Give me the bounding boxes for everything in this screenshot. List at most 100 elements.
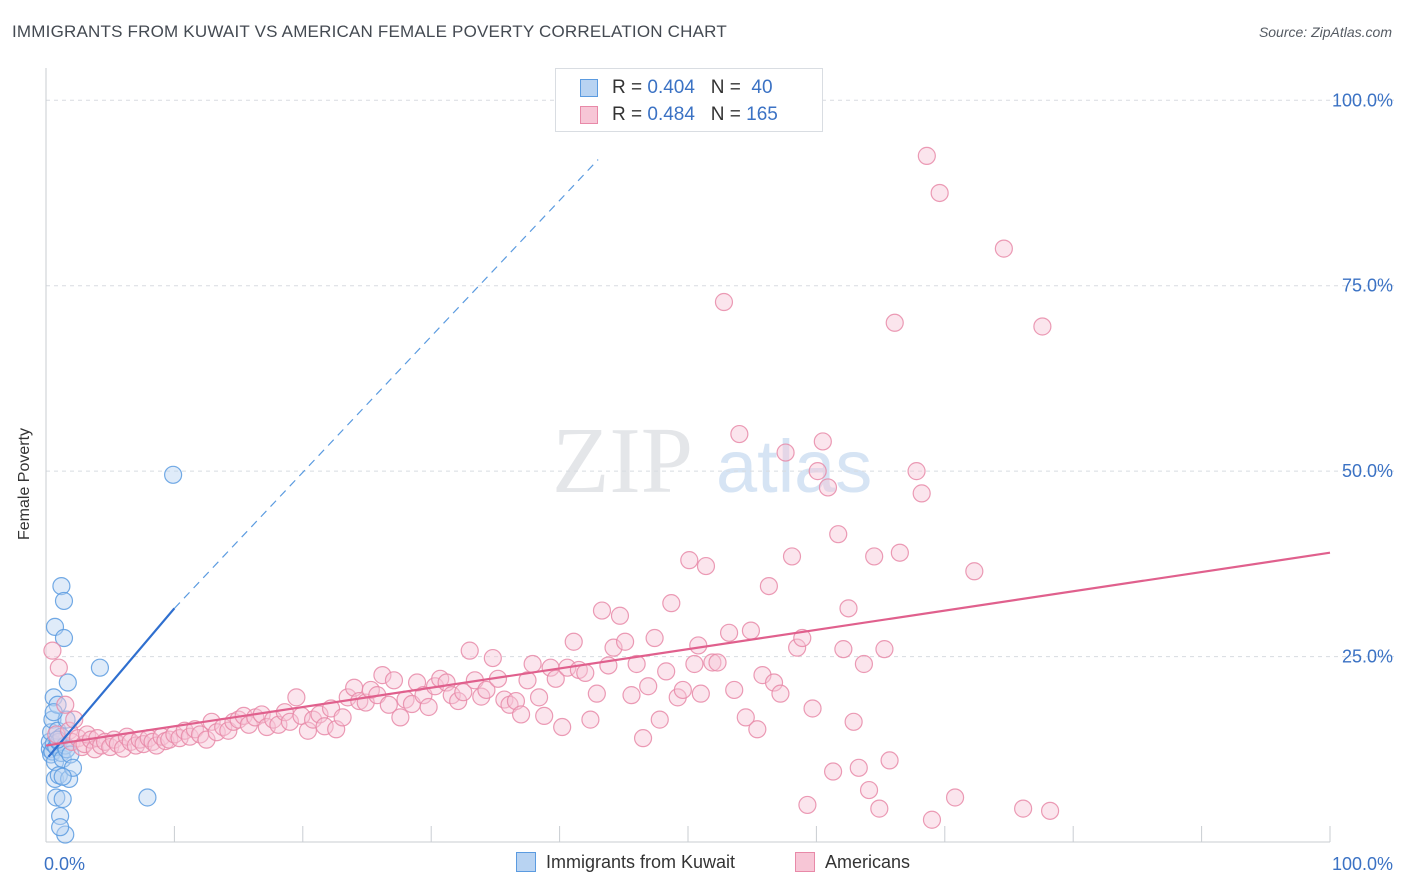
data-point [553,717,572,737]
data-point [730,424,749,444]
legend-text-americans: R = 0.484 N = 165 [612,104,778,126]
data-point [523,654,542,674]
watermark-zip: ZIP [552,409,693,513]
data-point [1033,317,1052,336]
data-point [610,606,630,625]
data-point [581,710,600,729]
data-point [483,648,502,668]
data-point [912,484,931,503]
data-point [793,628,812,648]
data-point [662,594,681,613]
y-tick-label: 50.0% [1342,461,1393,481]
bottom-legend-swatch-pink [795,852,815,872]
y-axis-label: Female Poverty [16,427,33,540]
series-immigrants-from-kuwait [40,465,183,844]
data-point [257,717,276,737]
data-point [870,799,889,818]
data-point [803,699,822,718]
data-point [391,708,410,727]
data-point [917,146,936,165]
zipatlas-watermark: ZIP atlas [552,409,872,513]
watermark-atlas: atlas [716,425,872,508]
data-point [53,789,72,809]
data-point [90,658,110,677]
data-point [880,751,899,770]
data-point [680,551,699,570]
data-point [47,788,66,807]
data-point [138,788,157,807]
data-point [764,673,784,692]
data-point [51,818,70,837]
data-point [506,691,526,711]
bottom-legend-kuwait: Immigrants from Kuwait [516,852,735,873]
data-point [645,628,664,648]
data-point [54,628,74,648]
data-point [865,547,884,566]
data-point [994,239,1013,258]
data-point [844,712,863,731]
data-point [185,720,205,739]
bottom-legend-swatch-blue [516,852,536,872]
data-point [54,591,74,611]
data-point [373,666,392,685]
data-point [945,788,965,807]
data-point [529,688,549,707]
data-point [965,562,984,581]
r-label: R = [612,77,648,98]
r-label: R = [612,104,648,125]
trend-line-americans [45,551,1331,747]
data-point [736,708,755,727]
data-point [639,677,658,696]
data-point [859,780,879,800]
chart-title: IMMIGRANTS FROM KUWAIT VS AMERICAN FEMAL… [12,22,727,41]
series-americans [43,146,1060,829]
axes [45,68,1331,843]
data-point [673,680,692,700]
data-point [650,710,669,729]
data-point [907,462,926,481]
data-point [834,640,853,659]
data-point [511,705,531,724]
bottom-legend-label-kuwait: Immigrants from Kuwait [546,852,736,872]
data-point [854,654,874,674]
data-point [460,641,479,660]
data-point [164,465,183,484]
data-point [604,638,623,657]
tick-labels: 25.0% 50.0% 75.0% 100.0% 0.0% 100.0% [44,90,1393,874]
data-point [685,654,704,674]
data-point [703,653,722,672]
y-tick-label: 100.0% [1332,90,1393,110]
legend-swatch-pink [580,106,598,124]
data-point [771,684,790,703]
data-point [714,292,734,312]
data-point [315,717,334,736]
data-point [719,623,739,642]
y-tick-label: 75.0% [1342,276,1393,296]
data-point [657,662,676,681]
data-point [56,695,75,714]
data-point [691,684,710,703]
data-point [615,632,635,651]
data-point [633,729,653,748]
data-point [689,636,708,655]
data-point [419,697,438,717]
data-point [922,810,942,829]
correlation-legend: R = 0.404 N = 40 R = 0.484 N = 165 [555,68,823,132]
data-point [333,708,352,727]
data-point [379,695,398,714]
data-point [759,576,778,596]
data-point [535,706,554,726]
data-point [592,601,612,620]
chart-source: Source: ZipAtlas.com [1258,24,1392,40]
data-point [708,653,727,672]
r-value: 0.484 [647,104,695,125]
data-point [875,640,894,659]
data-point [58,673,77,692]
data-point [197,730,216,749]
trend-line-kuwait [47,607,176,758]
data-point [52,576,71,596]
data-point [495,690,514,709]
y-tick-label: 25.0% [1342,647,1393,667]
trend-lines [45,159,1331,758]
